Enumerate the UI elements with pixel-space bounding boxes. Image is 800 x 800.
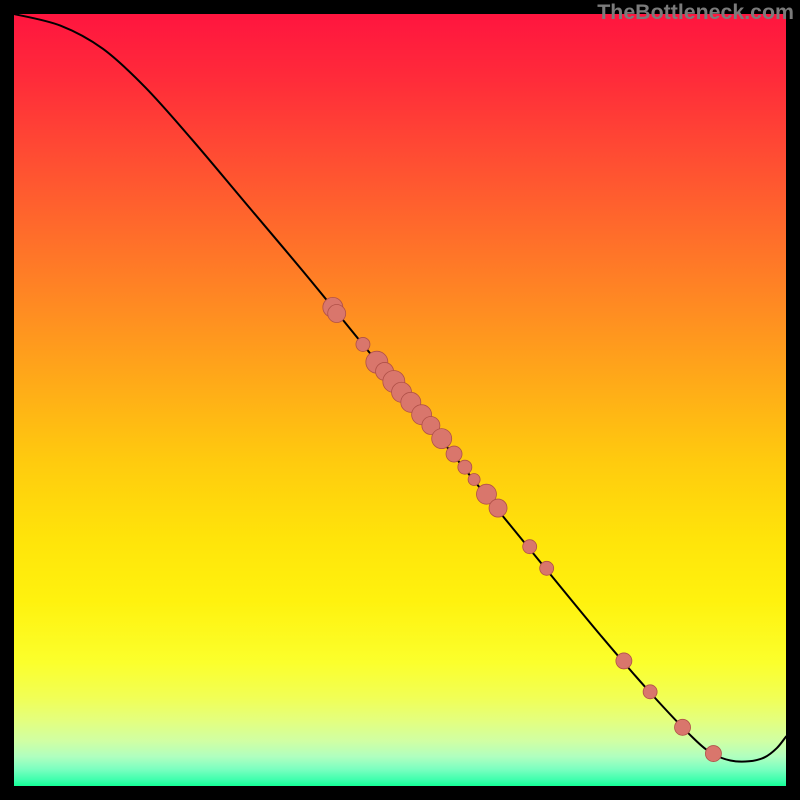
data-marker: [643, 685, 657, 699]
marker-group: [323, 297, 722, 761]
data-marker: [432, 429, 452, 449]
data-marker: [458, 460, 472, 474]
data-marker: [328, 305, 346, 323]
data-marker: [675, 719, 691, 735]
chart-canvas: TheBottleneck.com: [0, 0, 800, 800]
data-marker: [616, 653, 632, 669]
plot-area: [14, 14, 786, 786]
data-marker: [489, 499, 507, 517]
watermark-label: TheBottleneck.com: [597, 0, 794, 25]
data-marker: [356, 337, 370, 351]
data-marker: [705, 746, 721, 762]
data-marker: [540, 561, 554, 575]
data-marker: [523, 540, 537, 554]
data-marker: [446, 446, 462, 462]
data-marker: [468, 474, 480, 486]
chart-overlay: [14, 14, 786, 786]
